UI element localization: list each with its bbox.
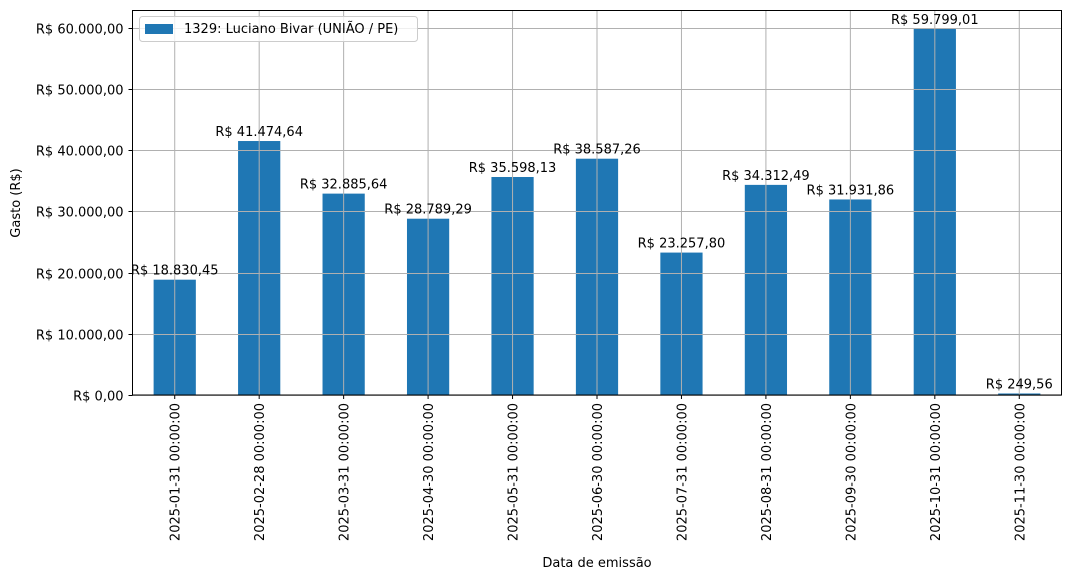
y-tick-label: R$ 0,00: [73, 390, 123, 405]
x-tick-label: 2025-09-30 00:00:00: [844, 403, 859, 541]
x-tick-label: 2025-07-31 00:00:00: [675, 403, 690, 541]
data-label: R$ 34.312,49: [722, 169, 810, 184]
y-tick-label: R$ 40.000,00: [36, 145, 124, 160]
x-tick-label: 2025-03-31 00:00:00: [338, 403, 353, 541]
data-label: R$ 59.799,01: [891, 13, 979, 28]
data-label: R$ 249,56: [986, 377, 1053, 392]
x-tick-label: 2025-01-31 00:00:00: [169, 403, 184, 541]
x-axis-label: Data de emissão: [542, 556, 651, 571]
data-label: R$ 18.830,45: [131, 264, 219, 279]
x-tick-label: 2025-11-30 00:00:00: [1013, 403, 1028, 541]
y-tick-label: R$ 10.000,00: [36, 329, 124, 344]
y-tick-label: R$ 30.000,00: [36, 206, 124, 221]
x-tick-label: 2025-08-31 00:00:00: [760, 403, 775, 541]
data-label: R$ 35.598,13: [469, 161, 557, 176]
x-tick-label: 2025-05-31 00:00:00: [507, 403, 522, 541]
data-label: R$ 38.587,26: [553, 143, 641, 158]
x-tick-label: 2025-10-31 00:00:00: [929, 403, 944, 541]
legend-swatch: [145, 24, 173, 34]
legend-box: [139, 16, 418, 42]
data-label: R$ 31.931,86: [807, 183, 895, 198]
data-label: R$ 32.885,64: [300, 178, 388, 193]
x-tick-label: 2025-02-28 00:00:00: [253, 403, 268, 541]
data-label: R$ 23.257,80: [638, 237, 726, 252]
legend-label: 1329: Luciano Bivar (UNIÃO / PE): [184, 21, 398, 37]
y-axis-label: Gasto (R$): [9, 168, 24, 237]
y-tick-label: R$ 50.000,00: [36, 84, 124, 99]
y-tick-label: R$ 20.000,00: [36, 268, 124, 283]
x-tick-label: 2025-04-30 00:00:00: [422, 403, 437, 541]
data-label: R$ 41.474,64: [215, 125, 303, 140]
y-tick-label: R$ 60.000,00: [36, 23, 124, 38]
legend: 1329: Luciano Bivar (UNIÃO / PE): [139, 16, 418, 42]
data-label: R$ 28.789,29: [384, 203, 472, 218]
x-tick-label: 2025-06-30 00:00:00: [591, 403, 606, 541]
